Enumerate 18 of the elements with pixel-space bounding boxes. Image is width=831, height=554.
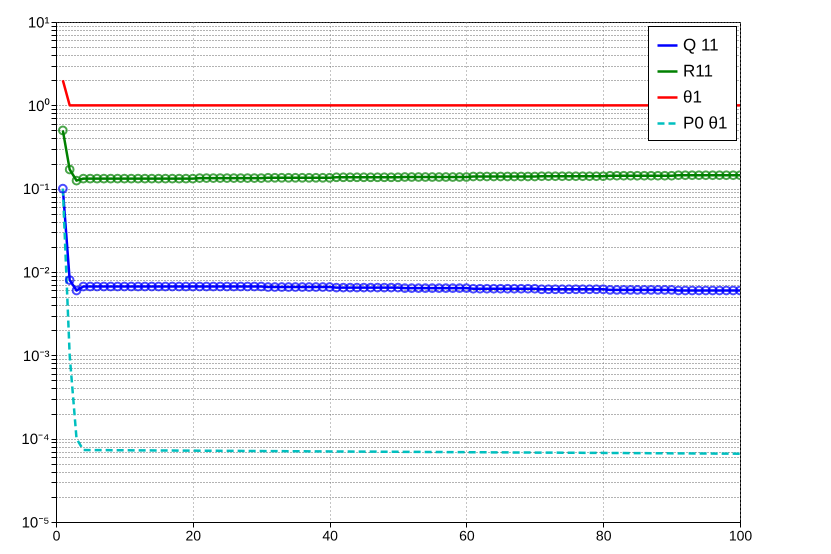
line-series xyxy=(62,187,740,455)
legend-label: θ1 xyxy=(683,88,702,106)
x-tick-label: 0 xyxy=(52,528,61,544)
y-tick-label: 10¹ xyxy=(28,14,50,32)
x-tick-label: 20 xyxy=(186,528,202,544)
legend-label: R11 xyxy=(683,62,713,80)
x-tick-label: 60 xyxy=(459,528,475,544)
y-tick-label: 10⁻⁴ xyxy=(21,431,50,448)
y-tick-label: 10⁻⁵ xyxy=(22,514,50,532)
y-tick-label: 10⁻³ xyxy=(22,348,50,365)
y-tick-label: 10⁻¹ xyxy=(22,181,50,198)
legend-label: Q 11 xyxy=(683,36,719,54)
y-tick-label: 10⁻² xyxy=(22,264,50,282)
legend-label: P0 θ1 xyxy=(683,114,728,132)
y-tick-label: 10⁰ xyxy=(28,98,50,115)
x-tick-label: 40 xyxy=(322,528,338,544)
x-tick-label: 100 xyxy=(728,528,752,544)
x-tick-label: 80 xyxy=(596,528,612,544)
